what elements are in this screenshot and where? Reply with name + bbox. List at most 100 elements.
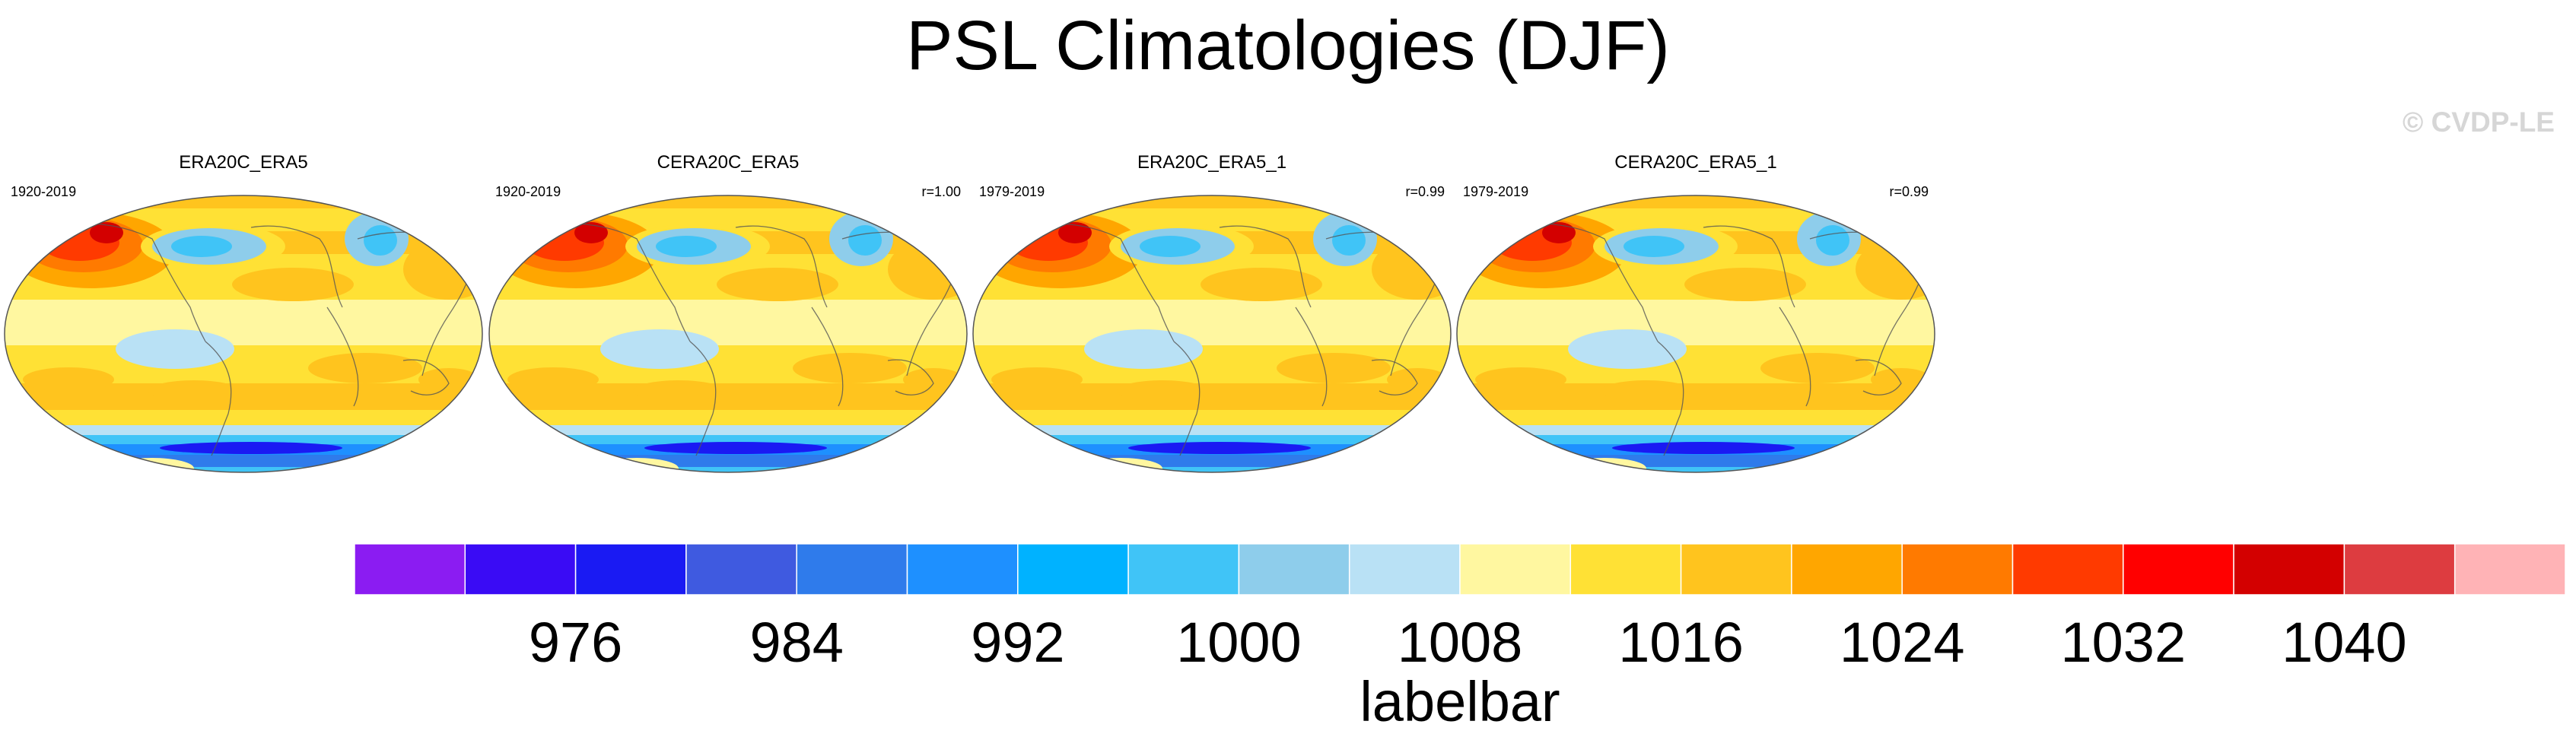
labelbar-tick: 1024 [1840, 611, 1965, 674]
labelbar-tick: 992 [971, 611, 1064, 674]
pressure-contour [1084, 329, 1203, 369]
pressure-contour [1079, 458, 1162, 472]
map-panel-2: CERA20C_ERA5 1920-2019 r=1.00 [485, 152, 972, 479]
pressure-contour [507, 367, 599, 392]
pressure-contour [633, 380, 724, 402]
coastline [250, 225, 343, 308]
labelbar-swatch [1017, 543, 1129, 596]
labelbar-swatch [1459, 543, 1572, 596]
pressure-contour [1624, 236, 1684, 257]
panel-period: 1920-2019 [495, 184, 561, 199]
map-plot [1456, 195, 1935, 473]
latitude-band [1457, 435, 1935, 444]
latitude-band [5, 435, 482, 444]
labelbar-swatch [796, 543, 908, 596]
panel-period: 1920-2019 [11, 184, 77, 199]
latitude-band [1457, 300, 1935, 345]
labelbar-tick: 1000 [1176, 611, 1302, 674]
pressure-contour [110, 458, 194, 472]
latitude-band [1457, 410, 1935, 425]
pressure-contour [1058, 222, 1092, 243]
labelbar-swatch [2012, 543, 2124, 596]
labelbar-tick: 1032 [2060, 611, 2186, 674]
pressure-contour [418, 368, 479, 391]
coastline [326, 307, 359, 407]
pressure-contour [308, 353, 422, 383]
panel-correlation: r=0.99 [1889, 184, 1929, 199]
coastline [689, 341, 717, 456]
latitude-band [489, 425, 967, 435]
coastline [1173, 341, 1201, 456]
pressure-contour [600, 329, 719, 369]
pressure-contour [1601, 380, 1692, 402]
latitude-band [5, 467, 482, 472]
map-outline [972, 195, 1452, 473]
map-panel-3: ERA20C_ERA5_1 1979-2019 r=0.99 [968, 152, 1455, 479]
latitude-band [489, 300, 967, 345]
coastline [1703, 225, 1795, 308]
pressure-contour [116, 329, 234, 369]
pressure-contour [148, 380, 240, 402]
latitude-band [973, 455, 1451, 467]
labelbar-tick: 1040 [2282, 611, 2407, 674]
pressure-contour [1332, 225, 1366, 256]
labelbar-swatch [2233, 543, 2345, 596]
pressure-contour [1387, 368, 1448, 391]
pressure-contour [1201, 268, 1322, 301]
coastline [402, 359, 450, 396]
coastline [735, 225, 828, 308]
coastline [811, 307, 844, 407]
pressure-contour [160, 442, 342, 454]
pressure-contour [1475, 367, 1566, 392]
latitude-band [489, 455, 967, 467]
map-outline [488, 195, 968, 473]
latitude-band [973, 410, 1451, 425]
pressure-contour [717, 268, 838, 301]
labelbar-title: labelbar [1360, 670, 1560, 733]
latitude-band [1457, 467, 1935, 472]
latitude-band [5, 455, 482, 467]
labelbar-swatch [906, 543, 1019, 596]
coastline [1657, 341, 1684, 456]
latitude-band [973, 435, 1451, 444]
pressure-contour [1816, 225, 1849, 256]
labelbar-tick: 984 [749, 611, 843, 674]
pressure-contour [1140, 236, 1201, 257]
latitude-band [5, 410, 482, 425]
panel-period: 1979-2019 [979, 184, 1045, 199]
watermark: © CVDP-LE [2403, 106, 2555, 138]
labelbar-swatch [464, 543, 577, 596]
panel-title: ERA20C_ERA5_1 [1137, 152, 1287, 173]
pressure-contour [848, 225, 882, 256]
pressure-contour [644, 442, 827, 454]
labelbar-swatch [1569, 543, 1682, 596]
pressure-contour [232, 268, 354, 301]
latitude-band [489, 435, 967, 444]
latitude-band [973, 467, 1451, 472]
pressure-contour [1277, 353, 1391, 383]
latitude-band [1457, 425, 1935, 435]
labelbar-swatch [1680, 543, 1792, 596]
map-panel-4: CERA20C_ERA5_1 1979-2019 r=0.99 [1452, 152, 1939, 479]
pressure-contour [171, 236, 232, 257]
pressure-contour [1568, 329, 1687, 369]
coastline [205, 341, 232, 456]
labelbar-swatch [1901, 543, 2014, 596]
latitude-band [5, 425, 482, 435]
latitude-band [973, 300, 1451, 345]
labelbar-tick: 976 [529, 611, 622, 674]
map-plot [488, 195, 968, 473]
pressure-contour [1128, 442, 1311, 454]
pressure-contour [793, 353, 907, 383]
map-plot [4, 195, 483, 473]
coastline [1295, 307, 1328, 407]
latitude-band [1457, 455, 1935, 467]
pressure-contour [1117, 380, 1208, 402]
pressure-contour [364, 225, 397, 256]
labelbar-swatch [1791, 543, 1903, 596]
map-panel-1: ERA20C_ERA5 1920-2019 [0, 152, 487, 479]
labelbar-swatch [1348, 543, 1461, 596]
coastline [1219, 225, 1312, 308]
pressure-contour [574, 222, 608, 243]
pressure-contour [656, 236, 717, 257]
